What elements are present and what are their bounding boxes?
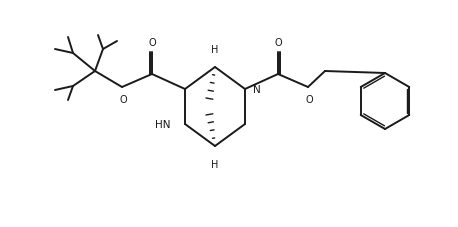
Text: H: H	[211, 159, 218, 169]
Text: O: O	[305, 95, 313, 105]
Text: HN: HN	[156, 119, 171, 129]
Text: H: H	[211, 45, 218, 55]
Text: N: N	[253, 85, 261, 95]
Text: O: O	[119, 95, 127, 105]
Text: O: O	[274, 38, 282, 48]
Text: O: O	[148, 38, 156, 48]
